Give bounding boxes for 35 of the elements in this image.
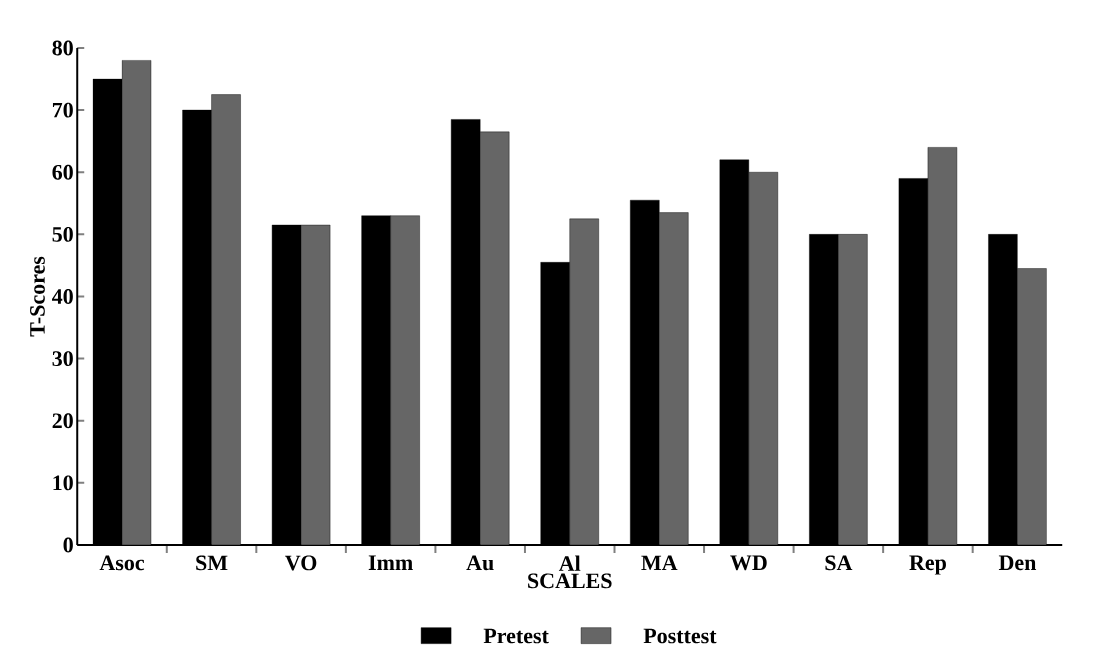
bar: [1017, 268, 1047, 545]
bar: [927, 147, 958, 545]
bar: [659, 212, 689, 545]
x-tick-label: SA: [825, 555, 853, 571]
legend-label: Pretest: [483, 628, 549, 644]
x-tick-label: Den: [998, 555, 1037, 571]
y-tick-label: 50: [52, 226, 73, 242]
x-tick-label: MA: [641, 555, 678, 571]
x-tick-label: Au: [466, 555, 494, 571]
y-tick-label: 70: [52, 102, 73, 118]
y-tick-label: 10: [53, 475, 73, 491]
y-tick-label: 20: [52, 413, 73, 429]
x-tick-label: WD: [730, 555, 767, 571]
x-tick-label: Asoc: [99, 555, 145, 571]
x-tick-label: SM: [196, 555, 228, 571]
y-tick-label: 80: [52, 40, 73, 56]
x-axis-title: SCALES: [528, 573, 612, 589]
x-tick-label: Imm: [368, 555, 413, 570]
bar: [569, 218, 599, 545]
x-tick-label: Al: [558, 555, 581, 571]
legend-label: Posttest: [643, 628, 717, 644]
y-tick-label: 60: [52, 164, 73, 180]
x-tick-label: VO: [285, 555, 317, 571]
bar: [211, 94, 241, 545]
y-tick-label: 40: [52, 289, 73, 304]
bar: [121, 60, 152, 545]
bar: [390, 215, 420, 545]
y-axis-title: T-Scores: [30, 256, 45, 337]
bar: [300, 224, 331, 545]
x-tick-label: Rep: [909, 555, 946, 575]
bar: [748, 172, 779, 545]
y-tick-label: 30: [52, 351, 73, 367]
bar: [479, 131, 510, 545]
y-tick-label: 0: [63, 537, 73, 553]
bar: [838, 234, 868, 545]
